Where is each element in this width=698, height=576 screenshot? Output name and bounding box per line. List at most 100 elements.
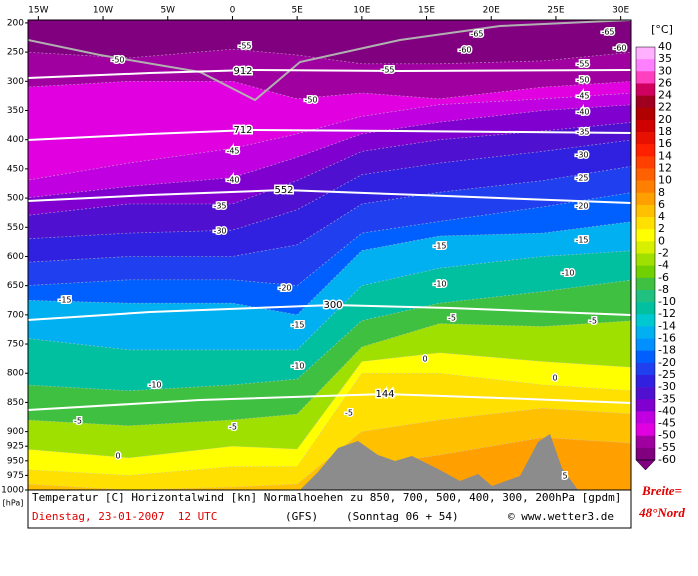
- colorbar-label: 35: [658, 52, 672, 65]
- colorbar-label: 40: [658, 40, 672, 53]
- contour-label: -10: [291, 362, 304, 371]
- colorbar-label: 22: [658, 101, 672, 114]
- height-label: 712: [233, 125, 252, 136]
- x-tick-label: 10W: [93, 6, 113, 16]
- height-label: 300: [323, 300, 342, 311]
- y-tick-label: 500: [7, 194, 24, 204]
- colorbar-label: -12: [658, 307, 676, 320]
- contour-label: -50: [304, 96, 317, 105]
- colorbar-bin: [636, 387, 655, 400]
- height-line: [28, 392, 631, 411]
- isotherm-line: [28, 80, 631, 100]
- colorbar-bin: [636, 411, 655, 424]
- y-tick-label: 200: [7, 18, 24, 28]
- y-tick-label: 925: [7, 442, 24, 452]
- height-line: [28, 128, 631, 141]
- colorbar-label: 6: [658, 198, 665, 211]
- contour-label: -20: [278, 284, 291, 293]
- contour-label: -5: [345, 409, 353, 418]
- colorbar-bin: [636, 447, 655, 461]
- colorbar-label: 18: [658, 125, 672, 138]
- contour-label: -15: [291, 321, 304, 330]
- colorbar-label: 4: [658, 210, 665, 223]
- x-tick-label: 25E: [547, 6, 564, 16]
- contour-label: -45: [576, 92, 589, 101]
- y-tick-label: 950: [7, 456, 24, 466]
- colorbar-bin: [636, 326, 655, 339]
- colorbar-bin: [636, 204, 655, 218]
- contour-label: 0: [552, 374, 557, 383]
- colorbar-bin: [636, 156, 655, 169]
- colorbar-label: 14: [658, 149, 672, 162]
- contour-label: -15: [575, 236, 588, 245]
- date: Dienstag, 23-01-2007 12 UTC: [32, 510, 217, 523]
- contour-label: -10: [561, 269, 574, 278]
- height-line: [28, 68, 631, 79]
- contour-label: -5: [589, 317, 597, 326]
- height-label: 912: [233, 66, 252, 77]
- colorbar-bin: [636, 95, 655, 109]
- isotherm-line: [28, 221, 631, 316]
- overlay: 912 712 552 300 144 -65 -65 -60 -60 -55 …: [28, 20, 631, 490]
- colorbar-bin: [636, 241, 655, 254]
- contour-label: -5: [74, 417, 82, 426]
- colorbar-label: -35: [658, 392, 676, 405]
- x-tick-label: 20E: [483, 6, 500, 16]
- colorbar-bin: [636, 59, 655, 72]
- contour-label: -65: [470, 30, 483, 39]
- isotherm-line: [28, 166, 631, 263]
- colorbar-bin: [636, 132, 655, 145]
- contour-label: -10: [433, 280, 446, 289]
- colorbar-bin: [636, 265, 655, 279]
- isotherm-line: [28, 192, 631, 287]
- y-unit: [hPa]: [3, 499, 24, 508]
- contour-label: -15: [433, 242, 446, 251]
- latitude-label: Breite=: [641, 483, 682, 498]
- caption: Temperatur [C] Horizontalwind [kn] Norma…: [32, 491, 621, 504]
- colorbar-label: -45: [658, 417, 676, 430]
- colorbar-label: -18: [658, 344, 676, 357]
- x-tick-label: 5W: [160, 6, 175, 16]
- height-label: 552: [274, 185, 293, 196]
- contour-label: 0: [115, 452, 120, 461]
- colorbar-bin: [636, 302, 655, 315]
- contour-label: -55: [381, 66, 394, 75]
- colorbar-bin: [636, 107, 655, 121]
- colorbar-label: 8: [658, 186, 665, 199]
- x-tick-label: 5E: [291, 6, 303, 16]
- x-tick-label: 30E: [612, 6, 629, 16]
- temperature-field: [28, 20, 631, 490]
- colorbar-bin: [636, 192, 655, 206]
- colorbar-label: -4: [658, 259, 669, 272]
- colorbar-label: 26: [658, 76, 672, 89]
- contour-label: -30: [213, 227, 226, 236]
- isotherm-line: [309, 437, 631, 490]
- colorbar-label: -10: [658, 295, 676, 308]
- colorbar-label: 12: [658, 161, 672, 174]
- colorbar-bin: [636, 350, 655, 364]
- colorbar-bin: [636, 83, 655, 96]
- contour-label: -10: [148, 381, 161, 390]
- height-line: [28, 303, 631, 321]
- colorbar-bin: [636, 338, 655, 351]
- y-tick-label: 650: [7, 281, 24, 291]
- contour-label: -15: [58, 296, 71, 305]
- x-tick-label: 10E: [353, 6, 370, 16]
- isotherm-line: [28, 48, 631, 65]
- colorbar-label: -25: [658, 368, 676, 381]
- contour-label: -5: [229, 423, 237, 432]
- contour-label: -65: [601, 28, 614, 37]
- run: (Sonntag 06 + 54): [346, 510, 459, 523]
- colorbar-label: -20: [658, 356, 676, 369]
- colorbar-label: -16: [658, 332, 676, 345]
- colorbar-label: 20: [658, 113, 672, 126]
- y-tick-label: 850: [7, 398, 24, 408]
- latitude: 48°Nord: [638, 505, 685, 520]
- colorbar-label: -60: [658, 453, 676, 466]
- tropopause-line: [28, 20, 631, 102]
- isotherm-line: [28, 352, 631, 459]
- y-tick-label: 350: [7, 106, 24, 116]
- contour-label: -30: [575, 151, 588, 160]
- y-tick-label: 750: [7, 340, 24, 350]
- y-tick-label: 600: [7, 252, 24, 262]
